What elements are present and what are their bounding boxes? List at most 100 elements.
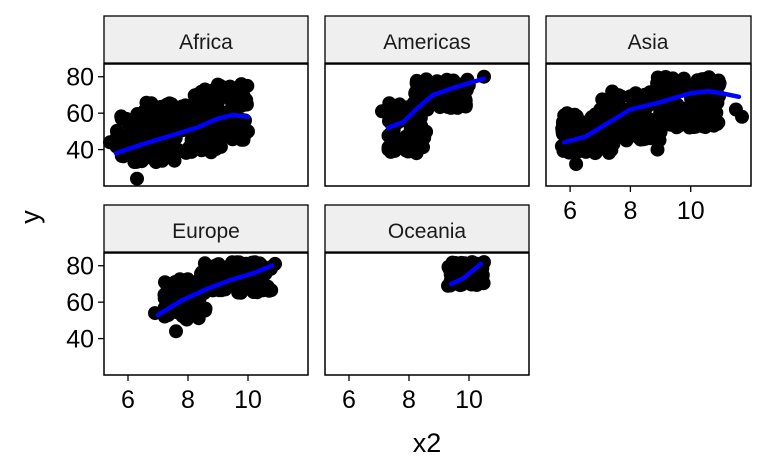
data-point <box>201 259 216 274</box>
data-point <box>650 142 665 157</box>
data-point <box>458 93 473 108</box>
data-point <box>225 256 240 271</box>
facet-panel-asia: Asia <box>545 15 752 187</box>
smooth-line <box>385 76 487 130</box>
facet-strip-label: Africa <box>179 31 233 54</box>
data-point <box>671 118 686 133</box>
data-point <box>204 145 219 160</box>
data-point <box>437 76 452 90</box>
panel-border <box>103 63 309 187</box>
data-point <box>217 80 231 95</box>
data-point <box>444 100 459 115</box>
data-point <box>233 92 248 107</box>
x-tick-label: 6 <box>121 386 135 414</box>
data-point <box>602 93 617 108</box>
facet-strip-asia <box>545 15 752 64</box>
x-axis-title: x2 <box>413 428 442 458</box>
facet-strip-americas <box>324 15 530 64</box>
data-point <box>142 106 156 121</box>
smooth-line <box>113 112 251 156</box>
data-point <box>682 103 697 118</box>
data-point <box>629 114 644 129</box>
facet-panel-oceania: Oceania <box>324 204 530 376</box>
data-point <box>114 111 129 126</box>
y-tick-label: 40 <box>66 326 94 354</box>
facet-strip-label: Americas <box>383 31 471 54</box>
data-point <box>169 324 183 339</box>
facet-strip-oceania <box>324 204 530 253</box>
data-point <box>241 124 255 139</box>
data-point <box>213 123 228 138</box>
data-point <box>710 95 725 110</box>
facet-panel-africa: Africa <box>103 15 309 187</box>
smooth-line <box>561 89 742 145</box>
data-point <box>417 130 432 145</box>
data-point <box>650 70 665 85</box>
data-point <box>103 135 117 150</box>
data-point <box>167 140 182 155</box>
facet-panel-europe: Europe <box>103 204 309 376</box>
data-point <box>194 132 209 146</box>
x-tick-label: 10 <box>455 386 483 414</box>
panel-border <box>103 252 309 376</box>
data-point <box>198 100 213 115</box>
data-point <box>433 95 448 110</box>
data-point <box>654 120 669 135</box>
data-point <box>706 76 721 91</box>
data-point <box>388 136 402 151</box>
data-point <box>655 105 670 119</box>
data-point <box>385 104 400 119</box>
data-point <box>184 144 199 159</box>
panel-border <box>545 63 752 187</box>
y-tick-label: 40 <box>66 137 94 165</box>
data-point <box>130 171 144 186</box>
data-point <box>169 101 184 116</box>
data-point <box>407 145 422 160</box>
facet-panel-americas: Americas <box>324 15 530 187</box>
data-point <box>468 275 483 290</box>
x-tick-label: 8 <box>402 386 416 414</box>
data-point <box>198 303 213 318</box>
smooth-line <box>155 263 275 318</box>
data-point <box>136 127 151 141</box>
x-tick-label: 10 <box>677 197 705 225</box>
x-tick-label: 8 <box>181 386 195 414</box>
data-point <box>375 104 389 119</box>
data-point <box>587 132 602 147</box>
y-tick-label: 60 <box>66 289 94 317</box>
panel-border <box>324 252 530 376</box>
data-point <box>711 115 726 130</box>
data-point <box>245 274 260 289</box>
y-tick-label: 60 <box>66 100 94 128</box>
x-tick-label: 10 <box>234 386 262 414</box>
data-point <box>696 92 710 107</box>
data-point <box>404 124 419 139</box>
facet-strip-label: Oceania <box>388 220 467 243</box>
data-point <box>163 277 178 292</box>
data-point <box>594 108 609 123</box>
data-point <box>556 127 570 141</box>
x-tick-label: 6 <box>342 386 356 414</box>
data-point <box>409 73 424 88</box>
data-point <box>728 102 743 117</box>
panel-border <box>324 63 530 187</box>
data-point <box>569 157 584 172</box>
data-point <box>560 106 575 121</box>
data-point <box>695 72 710 87</box>
y-tick-label: 80 <box>66 253 94 281</box>
panel-background <box>324 252 530 376</box>
facet-strip-europe <box>103 204 309 253</box>
point-layer <box>103 77 255 186</box>
y-axis-title: y <box>15 210 45 224</box>
data-point <box>181 305 196 320</box>
data-point <box>616 128 631 142</box>
data-point <box>236 260 251 275</box>
x-tick-label: 8 <box>623 197 637 225</box>
x-tick-label: 6 <box>563 197 577 225</box>
facet-strip-label: Asia <box>628 31 669 54</box>
data-point <box>630 129 645 144</box>
data-point <box>588 145 603 160</box>
facet-strip-africa <box>103 15 309 64</box>
axes-layer: 40 60 80 6 8 10 40 60 80 6 8 10 6 8 10 <box>66 64 704 414</box>
